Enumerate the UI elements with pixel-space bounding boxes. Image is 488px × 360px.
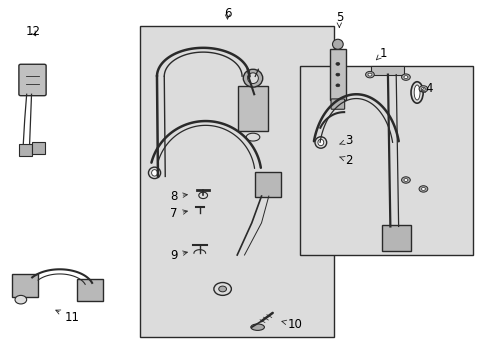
Circle shape (335, 84, 339, 87)
Circle shape (418, 86, 427, 92)
Text: 12: 12 (25, 25, 41, 38)
Circle shape (213, 283, 231, 296)
Text: 1: 1 (376, 47, 386, 60)
Circle shape (421, 188, 425, 190)
Circle shape (367, 73, 371, 76)
Text: 8: 8 (170, 190, 187, 203)
Text: 5: 5 (335, 11, 342, 27)
Ellipse shape (243, 69, 262, 87)
FancyBboxPatch shape (19, 64, 46, 96)
Ellipse shape (148, 167, 160, 179)
FancyBboxPatch shape (238, 86, 267, 131)
Text: 10: 10 (281, 318, 303, 331)
FancyBboxPatch shape (19, 144, 31, 156)
FancyBboxPatch shape (381, 225, 410, 251)
FancyBboxPatch shape (255, 172, 281, 197)
FancyBboxPatch shape (329, 49, 345, 100)
Ellipse shape (247, 73, 258, 84)
FancyBboxPatch shape (77, 279, 103, 301)
Circle shape (403, 179, 407, 181)
Circle shape (401, 74, 409, 80)
Ellipse shape (410, 82, 422, 103)
Circle shape (15, 296, 27, 304)
Text: 7: 7 (170, 207, 187, 220)
Circle shape (418, 186, 427, 192)
Circle shape (335, 73, 339, 76)
Ellipse shape (317, 139, 323, 146)
Circle shape (335, 63, 339, 65)
FancyBboxPatch shape (300, 66, 472, 255)
FancyBboxPatch shape (32, 142, 44, 154)
Ellipse shape (314, 137, 326, 148)
Ellipse shape (245, 133, 259, 141)
FancyBboxPatch shape (140, 26, 334, 337)
Circle shape (421, 87, 425, 90)
Ellipse shape (250, 324, 264, 330)
Text: 9: 9 (170, 248, 187, 261)
Ellipse shape (413, 85, 419, 100)
FancyBboxPatch shape (12, 274, 38, 297)
Circle shape (199, 192, 207, 199)
Ellipse shape (332, 39, 343, 49)
Circle shape (218, 286, 226, 292)
FancyBboxPatch shape (370, 66, 404, 75)
FancyBboxPatch shape (330, 99, 344, 109)
Text: 3: 3 (339, 134, 352, 147)
Circle shape (403, 76, 407, 78)
Text: 2: 2 (339, 154, 352, 167)
Text: 6: 6 (224, 8, 231, 21)
Ellipse shape (151, 170, 157, 176)
Circle shape (365, 71, 373, 78)
Text: 11: 11 (56, 310, 79, 324)
Circle shape (401, 177, 409, 183)
Text: 4: 4 (419, 82, 432, 95)
